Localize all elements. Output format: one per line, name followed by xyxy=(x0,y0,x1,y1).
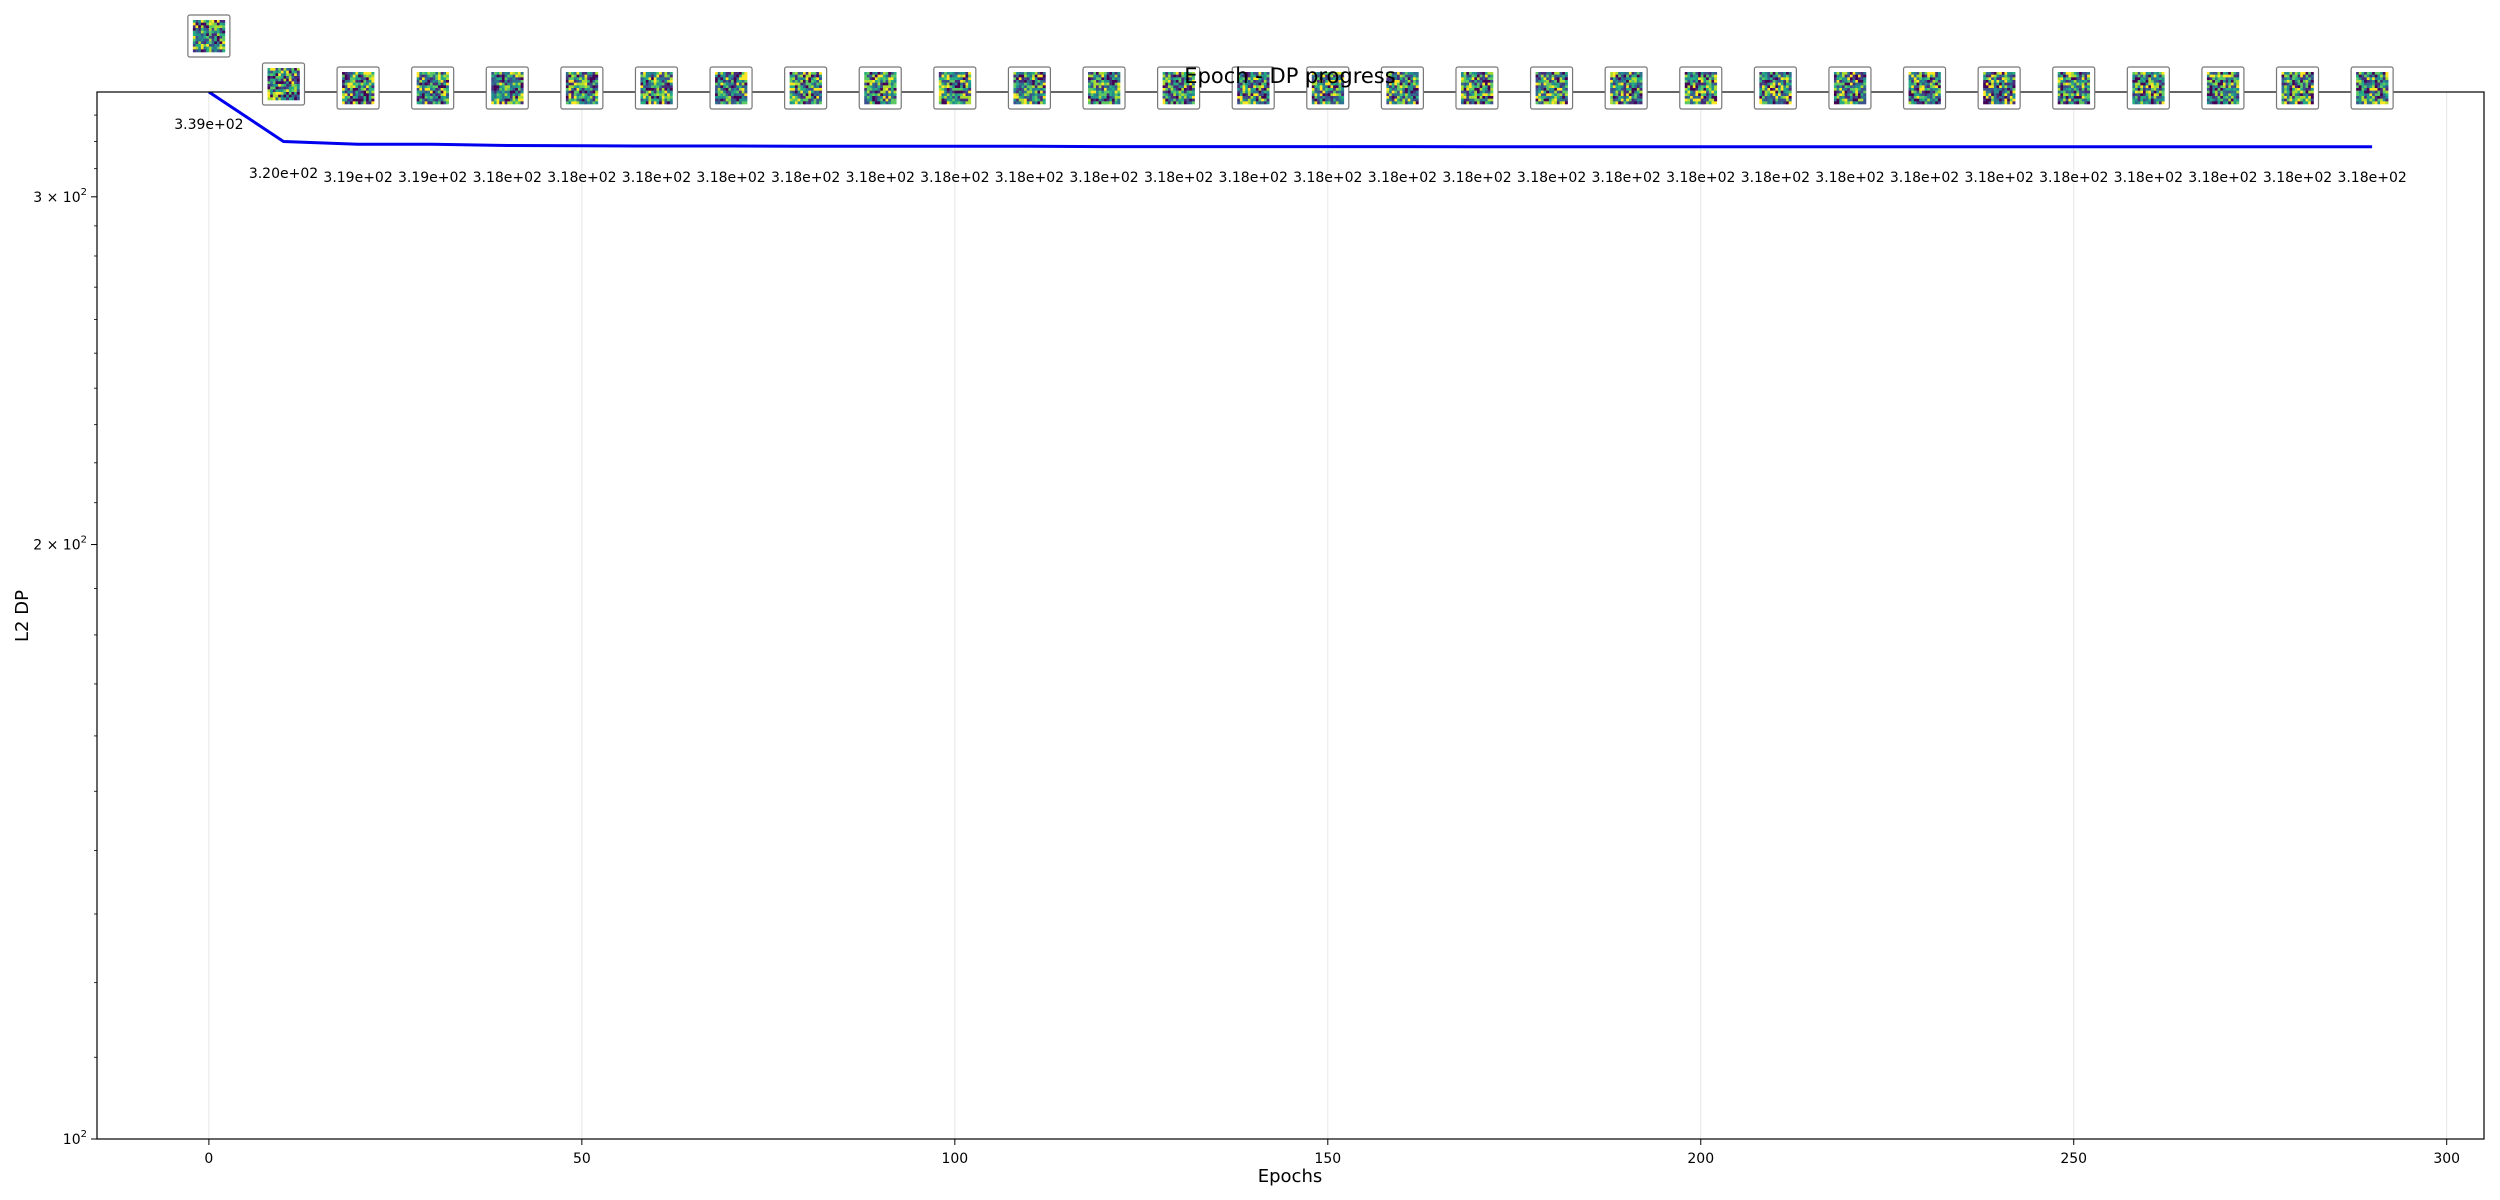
data-labels: 3.39e+02 3.20e+02 3.19e+02 3.19e+02 3.18e+02… xyxy=(174,117,2407,186)
data-label: 3.18e+02 xyxy=(1069,170,1138,186)
data-label: 3.18e+02 xyxy=(1517,170,1586,186)
data-label: 3.18e+02 xyxy=(995,170,1064,186)
data-label: 3.18e+02 xyxy=(2188,170,2257,186)
x-axis-label: Epochs xyxy=(1258,1166,1323,1187)
thumbnail-image xyxy=(1679,66,1723,110)
y-tick-label: 102 xyxy=(63,1129,87,1148)
data-label: 3.18e+02 xyxy=(1964,170,2033,186)
x-tick-label: 100 xyxy=(941,1151,968,1167)
x-tick-label: 50 xyxy=(573,1151,591,1167)
data-label: 3.18e+02 xyxy=(1666,170,1735,186)
data-label: 3.20e+02 xyxy=(249,166,318,182)
plot-frame xyxy=(96,91,2485,1140)
thumbnail-image xyxy=(2126,66,2170,110)
thumbnail-image xyxy=(485,66,529,110)
thumbnail-image xyxy=(187,14,231,58)
thumbnail-image xyxy=(634,66,679,110)
x-tick-label: 200 xyxy=(1687,1151,1714,1167)
thumbnail-image xyxy=(411,66,455,110)
thumbnail-image xyxy=(2052,66,2096,110)
thumbnail-image xyxy=(1828,66,1872,110)
thumbnail-image xyxy=(2350,66,2394,110)
thumbnail-image xyxy=(1007,66,1052,110)
thumbnails xyxy=(187,14,2394,110)
data-label: 3.18e+02 xyxy=(622,170,691,186)
data-label: 3.18e+02 xyxy=(920,170,989,186)
thumbnail-image xyxy=(933,66,977,110)
data-label: 3.18e+02 xyxy=(547,170,616,186)
x-tick-label: 150 xyxy=(1314,1151,1341,1167)
thumbnail-image xyxy=(1157,66,1201,110)
data-label: 3.18e+02 xyxy=(696,170,765,186)
x-tick-label: 0 xyxy=(204,1151,213,1167)
thumbnail-image xyxy=(1082,66,1126,110)
y-tick-label: 2 × 102 xyxy=(33,535,87,554)
thumbnail-image xyxy=(560,66,604,110)
data-label: 3.39e+02 xyxy=(174,117,243,133)
thumbnail-image xyxy=(1753,66,1797,110)
data-label: 3.18e+02 xyxy=(1741,170,1810,186)
thumbnail-image xyxy=(1306,66,1350,110)
thumbnail-image xyxy=(1977,66,2021,110)
thumbnail-image xyxy=(1231,66,1275,110)
data-label: 3.18e+02 xyxy=(2039,170,2108,186)
data-label: 3.18e+02 xyxy=(1442,170,1511,186)
series-line-group xyxy=(208,92,2373,149)
chart-title: Epoch - DP progress xyxy=(1184,64,1395,88)
data-label: 3.18e+02 xyxy=(846,170,915,186)
x-tick-label: 250 xyxy=(2060,1151,2087,1167)
data-label: 3.18e+02 xyxy=(473,170,542,186)
thumbnail-image xyxy=(1455,66,1499,110)
thumbnail-image xyxy=(261,62,306,106)
thumbnail-image xyxy=(709,66,753,110)
data-label: 3.18e+02 xyxy=(2114,170,2183,186)
thumbnail-image xyxy=(2275,66,2320,110)
data-label: 3.18e+02 xyxy=(1368,170,1437,186)
thumbnail-image xyxy=(2201,66,2245,110)
data-label: 3.18e+02 xyxy=(1592,170,1661,186)
series-line xyxy=(208,92,2373,149)
data-label: 3.18e+02 xyxy=(2337,170,2406,186)
data-label: 3.18e+02 xyxy=(771,170,840,186)
thumbnail-image xyxy=(336,66,380,110)
thumbnail-image xyxy=(1380,66,1424,110)
thumbnail-image xyxy=(1902,66,1947,110)
data-label: 3.18e+02 xyxy=(1144,170,1213,186)
x-axis-ticks: 0 50 100 150 200 250 300 xyxy=(204,1139,2460,1167)
x-tick-label: 300 xyxy=(2433,1151,2460,1167)
thumbnail-image xyxy=(1604,66,1648,110)
thumbnail-image xyxy=(858,66,902,110)
data-label: 3.18e+02 xyxy=(1219,170,1288,186)
grid-lines xyxy=(208,92,2448,1139)
data-label: 3.18e+02 xyxy=(1815,170,1884,186)
data-label: 3.19e+02 xyxy=(323,170,392,186)
thumbnail-image xyxy=(1529,66,1574,110)
data-label: 3.18e+02 xyxy=(1890,170,1959,186)
y-axis-label: L2 DP xyxy=(12,590,33,642)
thumbnail-image xyxy=(784,66,828,110)
y-axis-ticks: 102 2 × 102 3 × 102 xyxy=(33,114,97,1148)
data-label: 3.19e+02 xyxy=(398,170,467,186)
data-label: 3.18e+02 xyxy=(2263,170,2332,186)
data-label: 3.18e+02 xyxy=(1293,170,1362,186)
y-tick-label: 3 × 102 xyxy=(33,187,87,206)
